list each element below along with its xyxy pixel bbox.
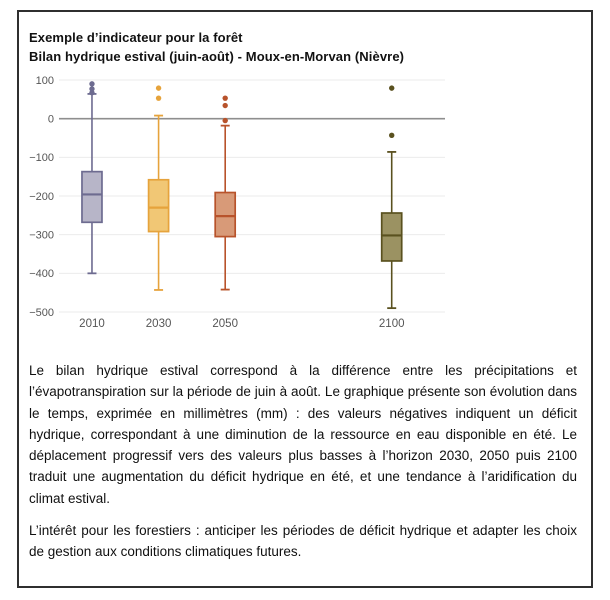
y-tick-label: −500 [29, 307, 54, 319]
outlier-dot [155, 95, 162, 101]
page-title-line-1: Exemple d’indicateur pour la forêt [29, 30, 243, 45]
outlier-dot [222, 102, 228, 109]
y-tick-label: 0 [48, 113, 54, 125]
x-tick-label: 2010 [79, 318, 105, 330]
page-title-line-2: Bilan hydrique estival (juin-août) - Mou… [29, 49, 405, 64]
page-title: Exemple d’indicateur pour la forêt Bilan… [29, 28, 581, 66]
box-iqr [214, 191, 237, 238]
box-iqr [147, 178, 170, 233]
box-iqr [380, 212, 403, 262]
y-tick-label: −200 [29, 191, 54, 203]
document-frame: Exemple d’indicateur pour la forêt Bilan… [17, 10, 593, 588]
outlier-dot [89, 90, 95, 96]
outlier-dot [222, 117, 228, 124]
outlier-dot [389, 85, 395, 91]
boxplot-svg: 100 0 −100 −200 −300 −400 −500 2010 2030 2050 2100 [29, 75, 445, 330]
boxplot-chart: 100 0 −100 −200 −300 −400 −500 2010 2030 2050 2100 [21, 74, 591, 336]
y-tick-label: −100 [29, 152, 54, 164]
outlier-dot [389, 132, 395, 138]
body-paragraph-1: Le bilan hydrique estival correspond à l… [29, 363, 577, 506]
outlier-dot [222, 95, 228, 101]
body-paragraph-2: L’intérêt pour les forestiers : anticipe… [29, 523, 577, 560]
x-tick-label: 2030 [146, 318, 172, 330]
outlier-dot [89, 86, 95, 92]
box-iqr [81, 170, 103, 224]
y-tick-label: 100 [36, 75, 54, 87]
outlier-dot [89, 81, 95, 87]
y-tick-label: −400 [29, 268, 54, 280]
y-tick-label: −300 [29, 229, 54, 241]
outlier-dot [155, 85, 162, 91]
x-tick-label: 2100 [379, 318, 405, 330]
description-text: Le bilan hydrique estival correspond à l… [29, 360, 577, 563]
x-tick-label: 2050 [212, 318, 238, 330]
